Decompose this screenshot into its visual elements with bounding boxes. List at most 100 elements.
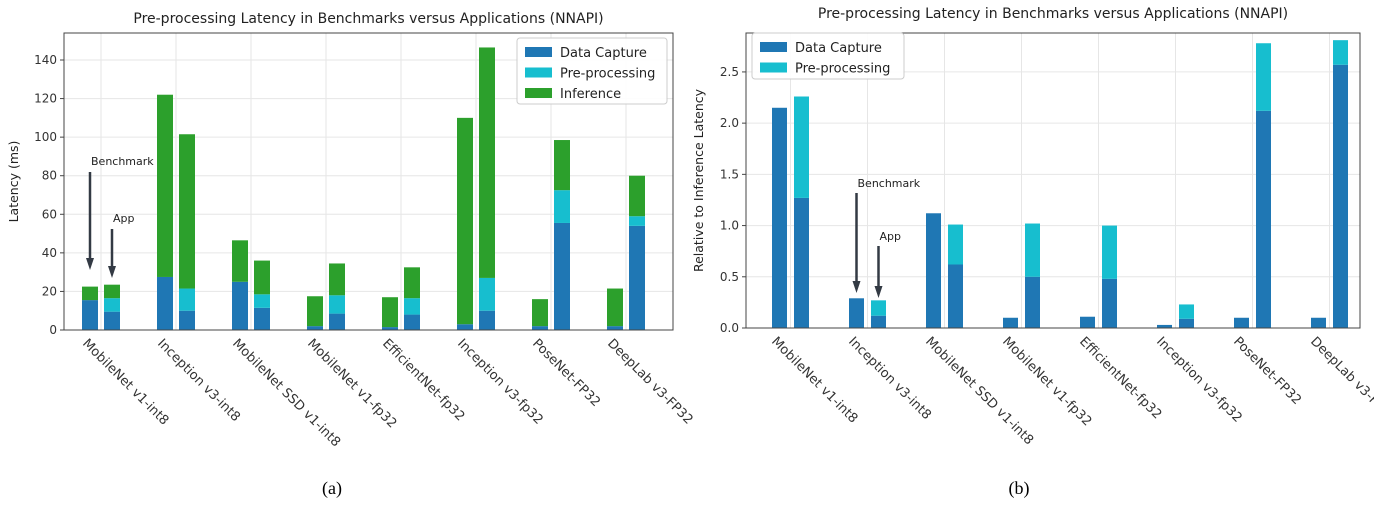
legend-swatch [760, 42, 787, 52]
bar-app-data-capture [179, 310, 195, 330]
bar-benchmark-inference [457, 117, 473, 325]
bar-app-data-capture [479, 310, 495, 330]
x-tick-label: DeepLab v3-FP32 [604, 336, 695, 427]
bar-app-inference [404, 267, 420, 299]
y-tick-label: 0.0 [720, 321, 739, 335]
bar-app-inference [329, 263, 345, 296]
caption-b: (b) [1008, 478, 1030, 498]
bar-benchmark-inference [307, 296, 323, 327]
bar-benchmark-data-capture [926, 213, 941, 328]
bar-app-data-capture [329, 313, 345, 330]
bar-app-pre-processing [1179, 304, 1194, 319]
annotation-label: App [113, 212, 135, 225]
bar-app-data-capture [1256, 110, 1271, 328]
x-tick-label: PoseNet-FP32 [529, 336, 603, 410]
bar-app-data-capture [871, 315, 886, 328]
y-tick-label: 2.0 [720, 116, 739, 130]
legend: Data Capture Pre-processing Inference [516, 37, 668, 105]
bar-benchmark-data-capture [849, 298, 864, 328]
bar-app-inference [554, 140, 570, 191]
bar-benchmark-data-capture [82, 300, 98, 330]
x-tick-label: DeepLab v3-FP32 [1307, 334, 1374, 425]
bar-benchmark-inference [232, 240, 248, 282]
bar-app-pre-processing [404, 298, 420, 315]
y-tick-label: 20 [42, 284, 57, 298]
chart-title: Pre-processing Latency in Benchmarks ver… [133, 11, 603, 27]
bar-app-pre-processing [479, 277, 495, 311]
y-tick-label: 60 [42, 207, 57, 221]
bar-app-data-capture [104, 311, 120, 330]
x-tick-label: EfficientNet-fp32 [379, 336, 467, 424]
axes-frame [63, 32, 674, 331]
x-tick-label: Inception v3-int8 [845, 334, 934, 423]
bar-app-pre-processing [629, 216, 645, 226]
bar-app-pre-processing [871, 300, 886, 316]
bar-benchmark-data-capture [1234, 317, 1249, 328]
bar-app-inference [479, 47, 495, 278]
legend-label: Inference [560, 87, 621, 102]
annotation-arrow-head [874, 286, 883, 298]
bar-app-pre-processing [1102, 225, 1117, 279]
bar-app-data-capture [1102, 278, 1117, 328]
bar-app-pre-processing [329, 295, 345, 314]
legend-swatch [525, 47, 552, 57]
x-tick-label: MobileNet v1-int8 [768, 334, 860, 426]
x-tick-label: Inception v3-fp32 [454, 336, 546, 428]
bar-app-data-capture [1025, 276, 1040, 328]
annotation-label: Benchmark [91, 155, 154, 168]
bar-app-data-capture [629, 225, 645, 330]
y-axis-label: Latency (ms) [6, 141, 21, 223]
bar-app-pre-processing [1333, 40, 1348, 65]
x-tick-label: Inception v3-fp32 [1153, 334, 1245, 426]
bar-benchmark-inference [532, 299, 548, 327]
bar-app-data-capture [254, 307, 270, 330]
caption-a: (a) [322, 478, 342, 498]
bar-app-pre-processing [254, 294, 270, 308]
bar-app-data-capture [794, 197, 809, 328]
bar-app-inference [254, 260, 270, 295]
legend-label: Pre-processing [560, 67, 655, 82]
y-tick-label: 1.0 [720, 219, 739, 233]
bar-benchmark-inference [382, 297, 398, 328]
bar-benchmark-data-capture [772, 107, 787, 328]
chart-title: Pre-processing Latency in Benchmarks ver… [818, 6, 1288, 22]
bar-benchmark-data-capture [607, 326, 623, 330]
bar-benchmark-data-capture [157, 276, 173, 330]
bar-app-inference [629, 175, 645, 217]
bar-benchmark-data-capture [532, 326, 548, 330]
bar-app-pre-processing [179, 288, 195, 311]
bar-app-data-capture [948, 264, 963, 328]
axes-frame [745, 32, 1361, 329]
bar-app-pre-processing [554, 190, 570, 223]
x-tick-label: EfficientNet-fp32 [1076, 334, 1164, 422]
legend-box [751, 32, 905, 80]
bar-app-data-capture [554, 222, 570, 330]
legend: Data Capture Pre-processing [751, 32, 905, 80]
bar-app-data-capture [1179, 318, 1194, 328]
bar-benchmark-inference [157, 94, 173, 277]
legend-label: Pre-processing [795, 62, 890, 77]
legend-label: Data Capture [560, 46, 647, 61]
bar-benchmark-inference [607, 288, 623, 327]
bar-app-data-capture [1333, 64, 1348, 328]
bar-benchmark-data-capture [1311, 317, 1326, 328]
bar-benchmark-inference [82, 286, 98, 301]
y-tick-label: 120 [34, 92, 57, 106]
legend-label: Data Capture [795, 41, 882, 56]
bar-app-inference [104, 284, 120, 299]
bar-benchmark-data-capture [1003, 317, 1018, 328]
y-tick-label: 0.5 [720, 270, 739, 284]
bar-app-pre-processing [104, 298, 120, 312]
annotation-label: App [880, 230, 902, 243]
bar-benchmark-data-capture [307, 326, 323, 330]
annotation-label: Benchmark [858, 177, 921, 190]
y-tick-label: 100 [34, 130, 57, 144]
y-tick-label: 1.5 [720, 167, 739, 181]
bar-app-data-capture [404, 314, 420, 330]
x-tick-label: Inception v3-int8 [154, 336, 243, 425]
legend-swatch [525, 88, 552, 98]
annotation-arrow-head [86, 258, 94, 270]
y-tick-label: 140 [34, 53, 57, 67]
